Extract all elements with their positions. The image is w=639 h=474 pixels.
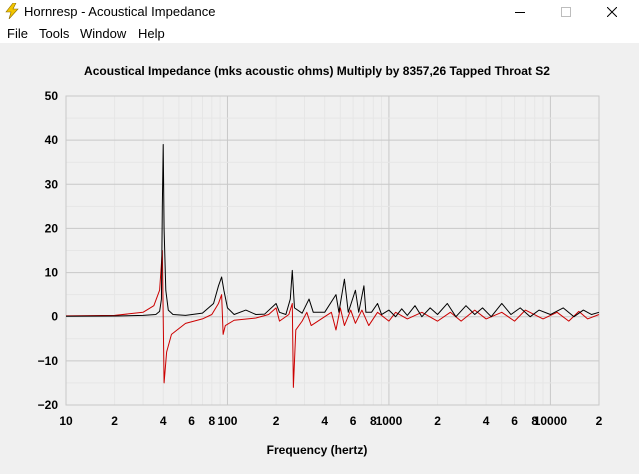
- chart-grid: [65, 95, 600, 406]
- menu-window[interactable]: Window: [80, 26, 127, 41]
- x-tick-label: 6: [511, 414, 518, 428]
- menu-bar: File Tools Window Help: [0, 23, 639, 43]
- chart-title: Acoustical Impedance (mks acoustic ohms)…: [84, 64, 550, 78]
- x-tick-label: 2: [596, 414, 603, 428]
- x-axis-label: Frequency (hertz): [267, 443, 368, 457]
- menu-help[interactable]: Help: [138, 26, 165, 41]
- menu-file[interactable]: File: [7, 26, 28, 41]
- y-tick-label: 20: [45, 221, 59, 235]
- y-tick-label: 50: [45, 89, 59, 103]
- x-tick-label: 10: [59, 414, 73, 428]
- series-line: [65, 250, 600, 388]
- y-tick-label: −20: [38, 398, 59, 412]
- y-tick-label: 10: [45, 266, 59, 280]
- x-tick-label: 8: [531, 414, 538, 428]
- y-axis-ticks: 50 40 30 20 10 0 −10 −20: [38, 89, 59, 412]
- x-tick-label: 1000: [376, 414, 403, 428]
- chart-series: [65, 144, 600, 388]
- close-button[interactable]: [589, 0, 635, 23]
- y-tick-label: 30: [45, 177, 59, 191]
- plot-frame: [65, 95, 600, 406]
- x-tick-label: 2: [273, 414, 280, 428]
- minimize-button[interactable]: [497, 0, 543, 23]
- x-tick-label: 100: [217, 414, 237, 428]
- x-tick-label: 2: [111, 414, 118, 428]
- y-tick-label: 0: [51, 310, 58, 324]
- y-tick-label: −10: [38, 354, 59, 368]
- x-tick-label: 8: [208, 414, 215, 428]
- x-tick-label: 8: [370, 414, 377, 428]
- series-line: [65, 144, 600, 318]
- window-title: Hornresp - Acoustical Impedance: [24, 4, 216, 19]
- menu-tools[interactable]: Tools: [39, 26, 70, 41]
- x-tick-label: 10000: [534, 414, 568, 428]
- minimize-icon: [515, 11, 525, 13]
- x-tick-label: 6: [350, 414, 357, 428]
- y-tick-label: 40: [45, 133, 59, 147]
- title-bar: Hornresp - Acoustical Impedance: [0, 0, 639, 23]
- lightning-bolt-icon: [5, 3, 19, 19]
- x-tick-label: 6: [188, 414, 195, 428]
- x-tick-label: 2: [434, 414, 441, 428]
- x-tick-label: 4: [483, 414, 490, 428]
- close-icon: [607, 6, 617, 17]
- x-tick-label: 4: [321, 414, 328, 428]
- maximize-icon: [561, 6, 571, 17]
- x-tick-label: 4: [160, 414, 167, 428]
- maximize-button[interactable]: [543, 0, 589, 23]
